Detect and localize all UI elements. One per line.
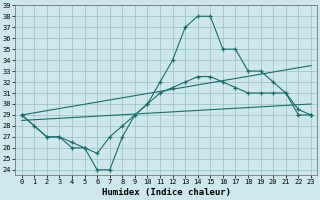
X-axis label: Humidex (Indice chaleur): Humidex (Indice chaleur) — [102, 188, 231, 197]
